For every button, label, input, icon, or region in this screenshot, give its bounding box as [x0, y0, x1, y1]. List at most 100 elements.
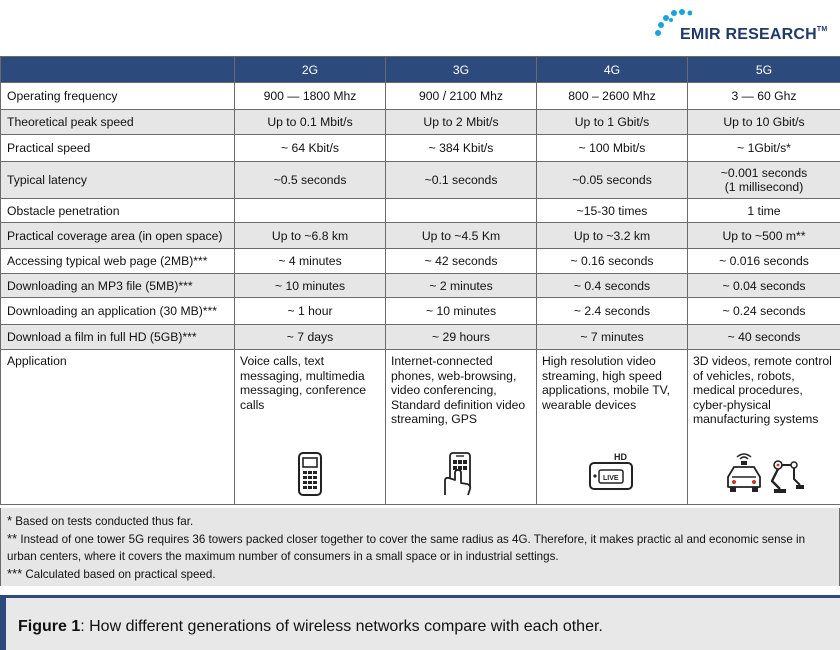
- cell-2g: [234, 198, 386, 223]
- row-label: Accessing typical web page (2MB)***: [0, 248, 235, 274]
- cell-2g: ~ 10 minutes: [234, 273, 386, 298]
- table-header-row: 2G 3G 4G 5G: [0, 56, 840, 83]
- cell-2g: ~ 64 Kbit/s: [234, 134, 386, 162]
- table-row: Operating frequency 900 — 1800 Mhz 900 /…: [0, 82, 840, 110]
- application-4g-text: High resolution video streaming, high sp…: [542, 354, 671, 412]
- row-label: Obstacle penetration: [0, 198, 235, 223]
- row-label: Theoretical peak speed: [0, 109, 235, 135]
- cell-5g: ~ 40 seconds: [687, 324, 840, 350]
- cell-2g: ~ 7 days: [234, 324, 386, 350]
- header-5g: 5G: [687, 56, 840, 83]
- table-row: Practical coverage area (in open space) …: [0, 222, 840, 249]
- application-3g-text: Internet-connected phones, web-browsing,…: [391, 354, 526, 426]
- row-label: Downloading an MP3 file (5MB)***: [0, 273, 235, 298]
- footnote-text: Calculated based on practical speed.: [22, 568, 216, 581]
- application-2g-text: Voice calls, text messaging, multimedia …: [240, 354, 367, 412]
- cell-5g: ~0.001 seconds (1 millisecond): [687, 161, 840, 199]
- row-label: Typical latency: [0, 161, 235, 199]
- cell-5g: ~ 0.016 seconds: [687, 248, 840, 274]
- cell-2g: ~ 4 minutes: [234, 248, 386, 274]
- cell-5g: 3 — 60 Ghz: [687, 82, 840, 110]
- cell-5g: Up to 10 Gbit/s: [687, 109, 840, 135]
- footnote-mark: ***: [7, 566, 23, 581]
- cell-5g: ~ 1Gbit/s*: [687, 134, 840, 162]
- feature-phone-icon: [298, 452, 322, 496]
- autonomous-car-robot-icon: [727, 453, 804, 493]
- live-label: LIVE: [603, 475, 619, 482]
- header-4g: 4G: [536, 56, 688, 83]
- cell-5g: 3D videos, remote control of vehicles, r…: [687, 349, 840, 505]
- table-row: Typical latency ~0.5 seconds ~0.1 second…: [0, 161, 840, 199]
- logo-text: EMIR RESEARCHTM: [680, 26, 828, 43]
- row-label: Downloading an application (30 MB)***: [0, 297, 235, 325]
- cell-4g: ~ 7 minutes: [536, 324, 688, 350]
- cell-3g: ~ 2 minutes: [385, 273, 537, 298]
- hd-label: HD: [614, 452, 627, 462]
- application-5g-text: 3D videos, remote control of vehicles, r…: [693, 354, 832, 426]
- row-label: Practical speed: [0, 134, 235, 162]
- caption-text: : How different generations of wireless …: [80, 618, 603, 635]
- cell-2g: Up to ~6.8 km: [234, 222, 386, 249]
- cell-3g: ~ 29 hours: [385, 324, 537, 350]
- footnote: * Based on tests conducted thus far.: [7, 512, 833, 530]
- cell-4g: High resolution video streaming, high sp…: [536, 349, 688, 505]
- table-row: Obstacle penetration ~15-30 times 1 time: [0, 198, 840, 223]
- cell-3g: ~0.1 seconds: [385, 161, 537, 199]
- cell-4g: ~15-30 times: [536, 198, 688, 223]
- latency-5g-note: (1 millisecond): [724, 180, 804, 194]
- header-3g: 3G: [385, 56, 537, 83]
- cell-2g: ~0.5 seconds: [234, 161, 386, 199]
- cell-2g: Up to 0.1 Mbit/s: [234, 109, 386, 135]
- cell-4g: Up to 1 Gbit/s: [536, 109, 688, 135]
- table-row: Download a film in full HD (5GB)*** ~ 7 …: [0, 324, 840, 350]
- cell-2g: 900 — 1800 Mhz: [234, 82, 386, 110]
- row-label: Application: [0, 349, 235, 505]
- cell-5g: Up to ~500 m**: [687, 222, 840, 249]
- cell-2g: ~ 1 hour: [234, 297, 386, 325]
- header-2g: 2G: [234, 56, 386, 83]
- cell-4g: ~ 100 Mbit/s: [536, 134, 688, 162]
- table-row: Downloading an application (30 MB)*** ~ …: [0, 297, 840, 325]
- latency-5g-value: ~0.001 seconds: [720, 166, 808, 180]
- footnote-text: Based on tests conducted thus far.: [12, 515, 194, 528]
- cell-3g: ~ 384 Kbit/s: [385, 134, 537, 162]
- cell-4g: Up to ~3.2 km: [536, 222, 688, 249]
- cell-5g: 1 time: [687, 198, 840, 223]
- smartphone-touch-icon: [444, 452, 472, 496]
- cell-5g: ~ 0.24 seconds: [687, 297, 840, 325]
- caption-label: Figure 1: [18, 618, 81, 635]
- emir-research-logo: EMIR RESEARCHTM: [652, 8, 837, 48]
- table-row: Theoretical peak speed Up to 0.1 Mbit/s …: [0, 109, 840, 135]
- cell-2g: Voice calls, text messaging, multimedia …: [234, 349, 386, 505]
- table-row: Downloading an MP3 file (5MB)*** ~ 10 mi…: [0, 273, 840, 298]
- cell-3g: [385, 198, 537, 223]
- hd-live-tv-icon: HD LIVE: [589, 452, 633, 490]
- cell-3g: ~ 42 seconds: [385, 248, 537, 274]
- header-empty: [0, 56, 235, 83]
- table-row: Practical speed ~ 64 Kbit/s ~ 384 Kbit/s…: [0, 134, 840, 162]
- footnote-text: Instead of one tower 5G requires 36 towe…: [7, 533, 806, 563]
- cell-3g: ~ 10 minutes: [385, 297, 537, 325]
- cell-4g: ~0.05 seconds: [536, 161, 688, 199]
- figure-caption: Figure 1: How different generations of w…: [0, 595, 840, 650]
- footnote: ** Instead of one tower 5G requires 36 t…: [7, 530, 833, 565]
- row-label: Download a film in full HD (5GB)***: [0, 324, 235, 350]
- row-label: Operating frequency: [0, 82, 235, 110]
- cell-4g: ~ 0.4 seconds: [536, 273, 688, 298]
- wireless-comparison-table: 2G 3G 4G 5G Operating frequency 900 — 18…: [0, 56, 840, 505]
- application-row: Application Voice calls, text messaging,…: [0, 349, 840, 505]
- footnotes: * Based on tests conducted thus far. ** …: [0, 508, 840, 586]
- table-row: Accessing typical web page (2MB)*** ~ 4 …: [0, 248, 840, 274]
- row-label: Practical coverage area (in open space): [0, 222, 235, 249]
- cell-3g: Up to 2 Mbit/s: [385, 109, 537, 135]
- cell-5g: ~ 0.04 seconds: [687, 273, 840, 298]
- footnote-mark: **: [7, 531, 18, 546]
- cell-3g: Internet-connected phones, web-browsing,…: [385, 349, 537, 505]
- cell-3g: 900 / 2100 Mhz: [385, 82, 537, 110]
- cell-4g: 800 – 2600 Mhz: [536, 82, 688, 110]
- application-label: Application: [7, 354, 67, 368]
- cell-3g: Up to ~4.5 Km: [385, 222, 537, 249]
- footnote-mark: *: [7, 513, 13, 528]
- footnote: *** Calculated based on practical speed.: [7, 565, 833, 583]
- cell-4g: ~ 2.4 seconds: [536, 297, 688, 325]
